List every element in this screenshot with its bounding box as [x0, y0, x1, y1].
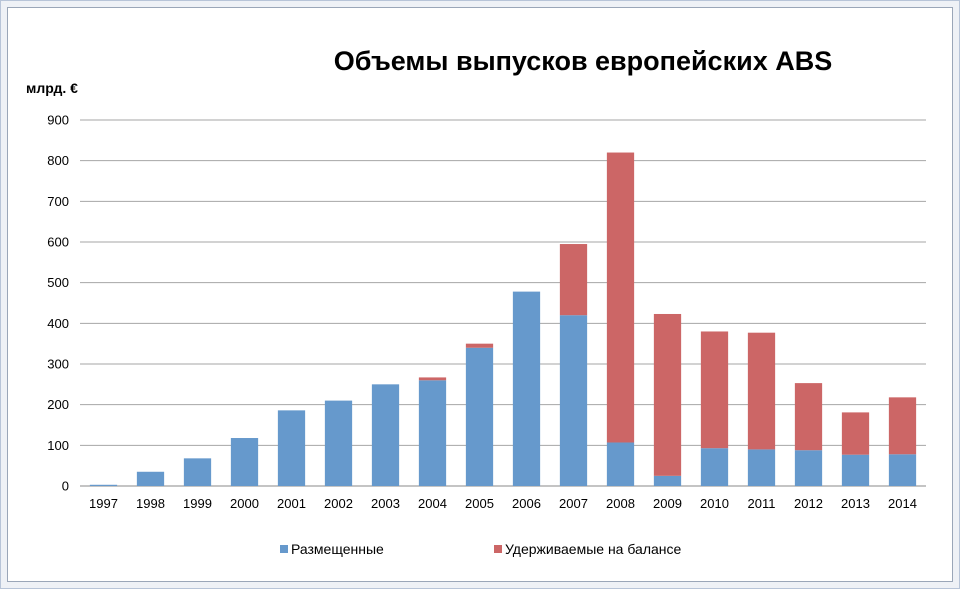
x-tick-label-1998: 1998 — [136, 496, 165, 511]
x-tick-label-2009: 2009 — [653, 496, 682, 511]
bar-2012-series-1 — [794, 450, 823, 486]
bar-2005-series-2 — [465, 343, 494, 348]
bar-2006-series-1 — [512, 291, 541, 486]
y-tick-label-400: 400 — [47, 316, 69, 331]
bar-2004-series-2 — [418, 377, 447, 381]
y-tick-label-900: 900 — [47, 113, 69, 128]
x-tick-label-2012: 2012 — [794, 496, 823, 511]
bars — [89, 152, 917, 486]
bar-2012-series-2 — [794, 383, 823, 451]
bar-2004-series-1 — [418, 380, 447, 486]
bar-2003-series-1 — [371, 384, 400, 486]
bar-1998-series-1 — [136, 471, 165, 486]
bar-2000-series-1 — [230, 438, 259, 486]
y-tick-label-700: 700 — [47, 194, 69, 209]
y-tick-label-600: 600 — [47, 235, 69, 250]
bar-2010-series-2 — [700, 331, 729, 449]
bar-2007-series-1 — [559, 315, 588, 486]
y-tick-label-100: 100 — [47, 438, 69, 453]
x-tick-label-2011: 2011 — [748, 496, 776, 511]
x-axis-tick-labels: 1997 1998 1999 2000 2001 2002 2003 2004 2005 2006… — [89, 496, 917, 511]
x-tick-label-2004: 2004 — [418, 496, 447, 511]
bar-1999-series-1 — [183, 458, 212, 486]
x-tick-label-1999: 1999 — [183, 496, 212, 511]
x-tick-label-2014: 2014 — [888, 496, 917, 511]
y-tick-label-200: 200 — [47, 397, 69, 412]
bar-1997-series-1 — [89, 484, 118, 486]
bar-2013-series-2 — [841, 412, 870, 455]
bar-2011-series-2 — [747, 332, 776, 450]
x-tick-label-2006: 2006 — [512, 496, 541, 511]
bar-2009-series-1 — [653, 475, 682, 486]
bar-2010-series-1 — [700, 448, 729, 486]
legend: Размещенные Удерживаемые на балансе — [280, 541, 682, 557]
legend-swatch-1 — [280, 545, 288, 553]
y-tick-label-0: 0 — [62, 479, 69, 494]
legend-label-1: Размещенные — [291, 541, 384, 557]
x-tick-label-2000: 2000 — [230, 496, 259, 511]
legend-label-2: Удерживаемые на балансе — [505, 541, 682, 557]
y-tick-label-300: 300 — [47, 357, 69, 372]
x-tick-label-2001: 2001 — [277, 496, 306, 511]
bar-2002-series-1 — [324, 400, 353, 486]
bar-2008-series-1 — [606, 442, 635, 486]
x-tick-label-2002: 2002 — [324, 496, 353, 511]
bar-2013-series-1 — [841, 454, 870, 486]
bar-2007-series-2 — [559, 244, 588, 316]
y-axis-tick-labels: 0 100 200 300 400 500 600 700 800 900 — [47, 113, 69, 494]
x-tick-label-2007: 2007 — [559, 496, 588, 511]
x-tick-label-2003: 2003 — [371, 496, 400, 511]
gridlines — [80, 119, 926, 487]
bar-2014-series-2 — [888, 397, 917, 455]
x-tick-label-2010: 2010 — [700, 496, 729, 511]
bar-2008-series-2 — [606, 152, 635, 443]
y-tick-label-500: 500 — [47, 275, 69, 290]
bar-2009-series-2 — [653, 313, 682, 476]
legend-swatch-2 — [494, 545, 502, 553]
y-tick-label-800: 800 — [47, 153, 69, 168]
x-tick-label-2005: 2005 — [465, 496, 494, 511]
bar-2001-series-1 — [277, 410, 306, 486]
chart-title: Объемы выпусков европейских ABS — [334, 46, 832, 76]
bar-2011-series-1 — [747, 449, 776, 486]
bar-2005-series-1 — [465, 347, 494, 486]
x-tick-label-1997: 1997 — [89, 496, 118, 511]
x-tick-label-2008: 2008 — [606, 496, 635, 511]
bar-2014-series-1 — [888, 454, 917, 486]
y-axis-unit-label: млрд. € — [26, 80, 78, 96]
x-tick-label-2013: 2013 — [841, 496, 870, 511]
